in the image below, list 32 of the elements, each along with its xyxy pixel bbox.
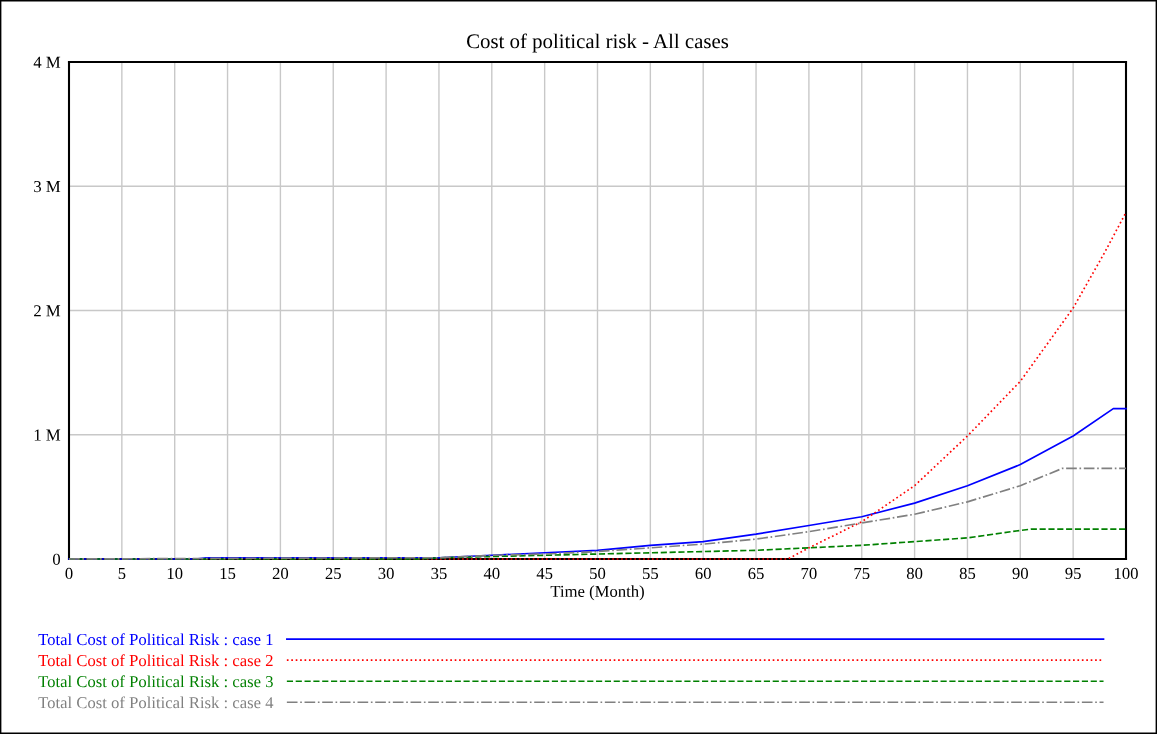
- x-tick-label: 40: [483, 567, 500, 580]
- x-tick-label: 50: [590, 567, 606, 580]
- x-tick-label: 90: [1012, 567, 1028, 580]
- y-tick-label: 3 M: [34, 181, 61, 193]
- x-tick-label: 25: [325, 567, 341, 580]
- x-tick-label: 45: [536, 567, 553, 580]
- x-tick-label: 20: [272, 567, 289, 580]
- x-tick-label: 75: [854, 567, 870, 580]
- x-tick-label: 70: [801, 567, 817, 580]
- x-tick-label: 5: [118, 567, 126, 580]
- x-tick-label: 95: [1065, 567, 1081, 580]
- x-tick-label: 10: [167, 567, 183, 580]
- text: Total Cost of Political Risk : case 2: [38, 654, 273, 667]
- y-tick-label: 0: [52, 553, 61, 565]
- text: Total Cost of Political Risk : case 4: [38, 696, 274, 709]
- x-tick-label: 15: [220, 567, 236, 580]
- x-tick-label: 60: [695, 567, 711, 580]
- y-tick-label: 2 M: [34, 305, 61, 317]
- x-tick-label: 85: [959, 567, 976, 580]
- x-tick-label: 80: [906, 567, 923, 580]
- chart-title: Cost of political risk - All cases: [467, 33, 729, 53]
- text: Total Cost of Political Risk : case 1: [38, 633, 273, 646]
- x-tick-label: 100: [1114, 567, 1138, 580]
- x-tick-label: 35: [431, 567, 447, 580]
- x-tick-label: 65: [748, 567, 764, 580]
- y-tick-label: 1 M: [34, 429, 61, 441]
- x-tick-label: 30: [378, 567, 394, 580]
- text: Total Cost of Political Risk : case 3: [38, 675, 273, 688]
- x-tick-label: 55: [642, 567, 659, 580]
- y-tick-label: 4 M: [33, 56, 61, 68]
- x-tick-label: 0: [65, 567, 73, 580]
- x-axis-title: Time (Month): [550, 585, 644, 601]
